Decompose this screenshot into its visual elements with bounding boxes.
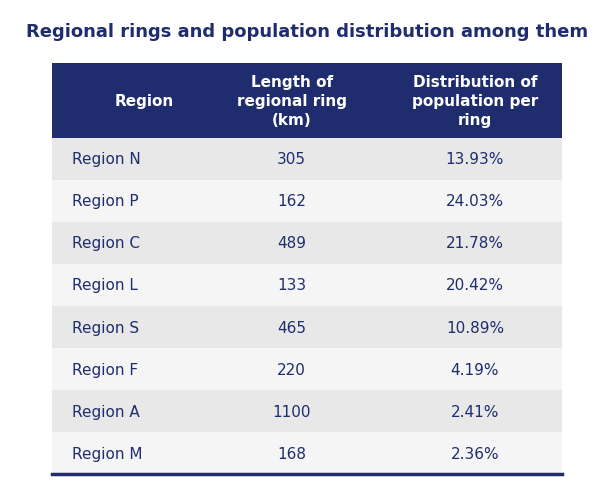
Text: Region C: Region C xyxy=(72,236,140,251)
Bar xyxy=(53,223,561,264)
Bar xyxy=(53,64,561,139)
Text: 305: 305 xyxy=(278,152,306,167)
Text: 489: 489 xyxy=(278,236,306,251)
Text: 10.89%: 10.89% xyxy=(446,320,504,335)
Bar xyxy=(53,139,561,181)
Text: Region A: Region A xyxy=(72,404,139,419)
Bar xyxy=(53,348,561,390)
Text: Distribution of
population per
ring: Distribution of population per ring xyxy=(412,75,538,127)
Bar xyxy=(53,390,561,432)
Text: Region P: Region P xyxy=(72,194,139,209)
Text: Region F: Region F xyxy=(72,362,138,377)
Text: Region N: Region N xyxy=(72,152,141,167)
Bar xyxy=(53,432,561,474)
Text: 220: 220 xyxy=(278,362,306,377)
Text: 13.93%: 13.93% xyxy=(446,152,504,167)
Text: 2.36%: 2.36% xyxy=(451,446,499,461)
Text: Regional rings and population distribution among them: Regional rings and population distributi… xyxy=(26,23,588,41)
Text: Region L: Region L xyxy=(72,278,138,293)
Text: 20.42%: 20.42% xyxy=(446,278,504,293)
Text: 4.19%: 4.19% xyxy=(451,362,499,377)
Bar xyxy=(53,306,561,348)
Text: 465: 465 xyxy=(278,320,306,335)
Text: 21.78%: 21.78% xyxy=(446,236,504,251)
Text: 1100: 1100 xyxy=(273,404,311,419)
Text: 2.41%: 2.41% xyxy=(451,404,499,419)
Text: Region: Region xyxy=(115,94,174,109)
Text: Region M: Region M xyxy=(72,446,142,461)
Text: 24.03%: 24.03% xyxy=(446,194,504,209)
Text: 133: 133 xyxy=(277,278,306,293)
Text: Length of
regional ring
(km): Length of regional ring (km) xyxy=(237,75,347,127)
Bar xyxy=(53,264,561,306)
Text: 162: 162 xyxy=(278,194,306,209)
Bar xyxy=(53,181,561,223)
Text: 168: 168 xyxy=(278,446,306,461)
Text: Region S: Region S xyxy=(72,320,139,335)
